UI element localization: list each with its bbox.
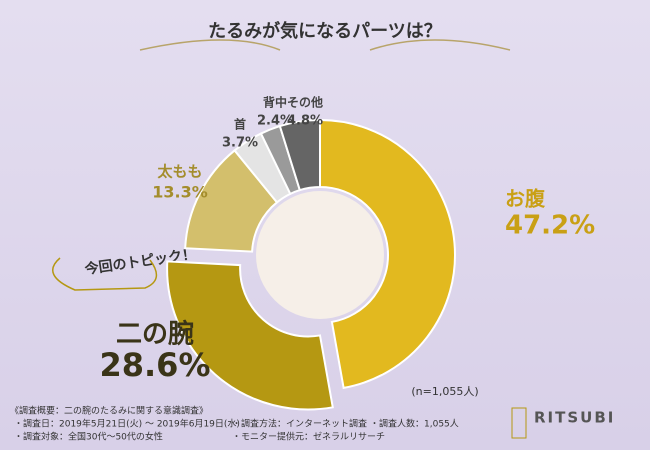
survey-item: ・調査人数：1,055人	[370, 418, 459, 430]
survey-heading: 《調査概要：二の腕のたるみに関する意識調査》	[10, 405, 208, 417]
center-image	[256, 191, 384, 319]
donut-segment	[319, 118, 456, 390]
donut-segment	[278, 118, 321, 192]
survey-item: ・調査方法：インターネット調査	[232, 418, 367, 430]
chart-title: たるみが気になるパーツは？	[208, 20, 442, 42]
brand: RITSUBI	[534, 409, 615, 427]
brand-logo	[511, 407, 527, 439]
category-label: その他	[287, 95, 323, 110]
category-label: 背中	[263, 95, 287, 110]
survey-item: ・調査日：2019年5月21日(火) ～ 2019年6月19日(水)	[14, 418, 240, 430]
category-label: 二の腕	[116, 319, 194, 350]
category-label: 首	[234, 117, 246, 132]
category-label: お腹	[505, 187, 546, 211]
value-label: 47.2%	[505, 211, 595, 241]
value-label: 13.3%	[152, 183, 208, 202]
survey-item: ・調査対象：全国30代～50代の女性	[14, 431, 163, 443]
ornament	[139, 39, 511, 51]
value-label: 4.8%	[287, 114, 323, 129]
survey-item: ・モニター提供元：ゼネラルリサーチ	[232, 431, 385, 443]
value-label: 3.7%	[222, 136, 258, 151]
category-label: 太もも	[157, 163, 202, 181]
highlight-frame	[51, 257, 158, 291]
sample-note: (n=1,055人)	[411, 385, 478, 398]
value-label: 28.6%	[99, 346, 210, 384]
donut-segment	[166, 260, 334, 411]
